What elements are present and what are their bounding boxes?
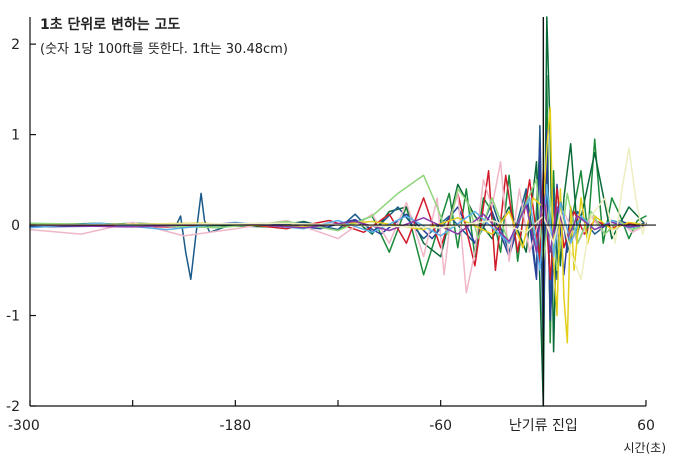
chart-title: 1초 단위로 변하는 고도 bbox=[40, 17, 181, 33]
series-line-11 bbox=[29, 147, 647, 281]
chart-subtitle: (숫자 1당 100ft를 뜻한다. 1ft는 30.48cm) bbox=[40, 42, 288, 57]
x-tick-label--180: -180 bbox=[219, 418, 251, 434]
axis-layer: 2 1 0 -1 -2 -300 -180 -60 60 난기류 진입 bbox=[6, 17, 656, 434]
y-tick-label--1: -1 bbox=[6, 309, 20, 325]
x-tick-label--300: -300 bbox=[8, 418, 40, 434]
y-tick-label-2: 2 bbox=[11, 37, 20, 53]
y-tick-label-0: 0 bbox=[11, 218, 20, 234]
turbulence-entry-label: 난기류 진입 bbox=[509, 418, 578, 434]
y-tick-label--2: -2 bbox=[6, 399, 20, 415]
series-layer bbox=[29, 16, 647, 407]
x-tick-label--60: -60 bbox=[429, 418, 452, 434]
x-tick-label-60: 60 bbox=[637, 418, 655, 434]
x-axis-label: 시간(초) bbox=[623, 441, 666, 455]
y-tick-label-1: 1 bbox=[11, 128, 20, 144]
